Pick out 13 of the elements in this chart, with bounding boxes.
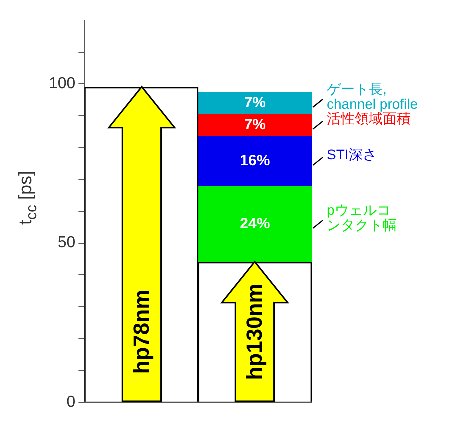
data-label: 7%	[244, 116, 266, 134]
x-tick-label: hp78nm	[128, 290, 155, 374]
data-label: 16%	[240, 152, 270, 170]
y-tick-label: 50	[58, 234, 76, 252]
series-label: pウェルコンタクト幅	[327, 202, 397, 233]
data-label: 24%	[240, 216, 270, 233]
series-label: 活性領域面積	[327, 110, 411, 126]
data-label: 7%	[244, 94, 266, 112]
x-tick-label: hp130nm	[242, 284, 268, 380]
y-tick-label: 0	[66, 394, 76, 411]
series-label: STI深さ	[327, 146, 377, 162]
y-tick-label: 100	[48, 76, 76, 93]
series-label: ゲート長, channel profile	[327, 80, 418, 112]
